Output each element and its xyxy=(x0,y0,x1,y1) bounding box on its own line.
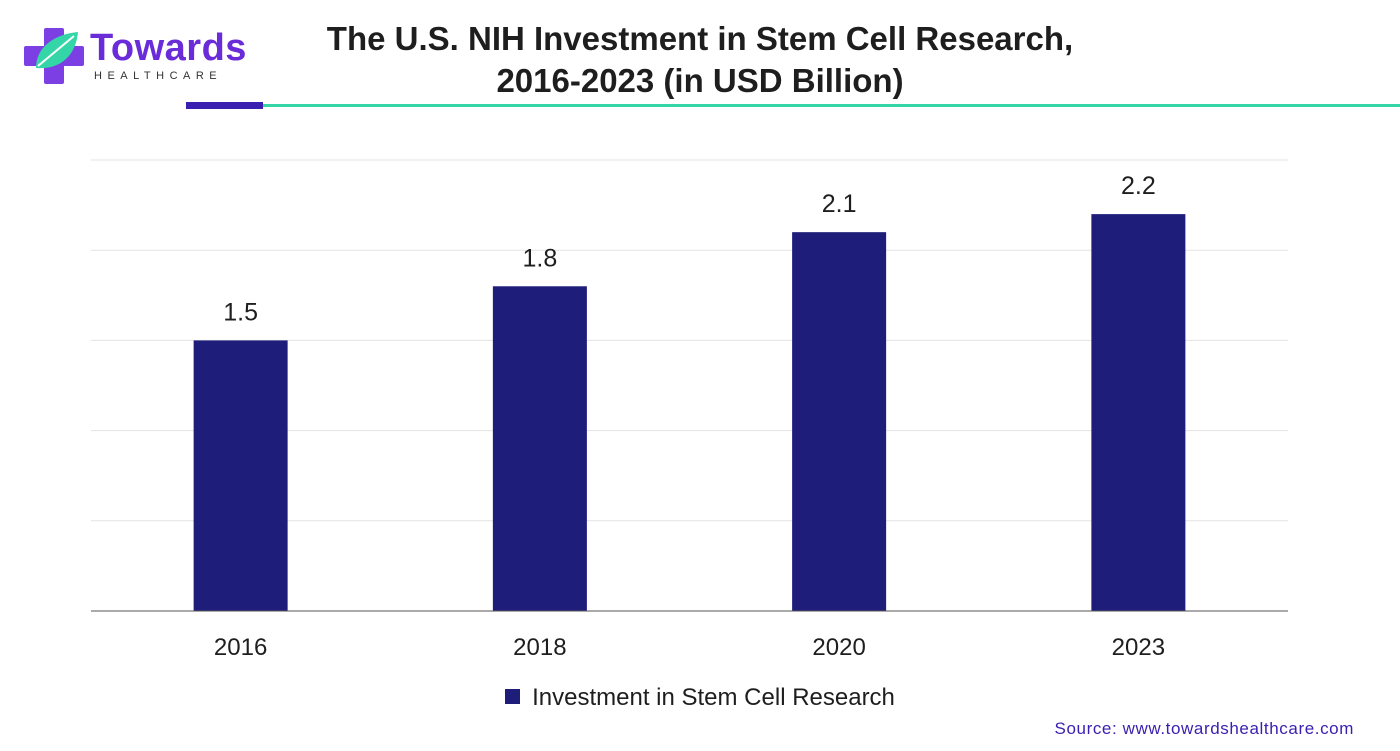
chart-title: The U.S. NIH Investment in Stem Cell Res… xyxy=(300,18,1100,102)
brand-logo: Towards HEALTHCARE xyxy=(22,24,246,88)
grid-lines xyxy=(91,159,1288,522)
data-label-2016: 1.5 xyxy=(223,298,258,326)
x-tick-label-2023: 2023 xyxy=(1112,634,1165,661)
medical-cross-leaf-icon xyxy=(24,28,84,84)
x-tick-label-2020: 2020 xyxy=(812,634,865,661)
x-tick-label-2016: 2016 xyxy=(214,634,267,661)
brand-subtitle: HEALTHCARE xyxy=(94,70,223,82)
data-label-2023: 2.2 xyxy=(1121,172,1156,200)
data-label-2018: 1.8 xyxy=(522,244,557,272)
header-divider-line xyxy=(263,104,1400,107)
data-labels: 1.5 1.8 2.1 2.2 xyxy=(223,172,1156,326)
x-axis-ticks: 2016 2018 2020 2023 xyxy=(214,634,1165,661)
bar-2016 xyxy=(193,340,288,611)
brand-name: Towards xyxy=(90,27,247,69)
chart-title-line-1: The U.S. NIH Investment in Stem Cell Res… xyxy=(326,20,1074,57)
x-tick-label-2018: 2018 xyxy=(513,634,566,661)
bar-2018 xyxy=(492,286,587,611)
legend: Investment in Stem Cell Research xyxy=(0,684,1400,712)
legend-label: Investment in Stem Cell Research xyxy=(532,684,895,711)
chart-title-line-2: 2016-2023 (in USD Billion) xyxy=(496,62,904,99)
header-accent-bar xyxy=(186,102,263,109)
legend-swatch xyxy=(505,689,521,705)
bars xyxy=(193,214,1186,611)
source-credit: Source: www.towardshealthcare.com xyxy=(1054,719,1354,738)
bar-2020 xyxy=(792,232,887,611)
data-label-2020: 2.1 xyxy=(822,190,857,218)
bar-2023 xyxy=(1091,214,1186,611)
